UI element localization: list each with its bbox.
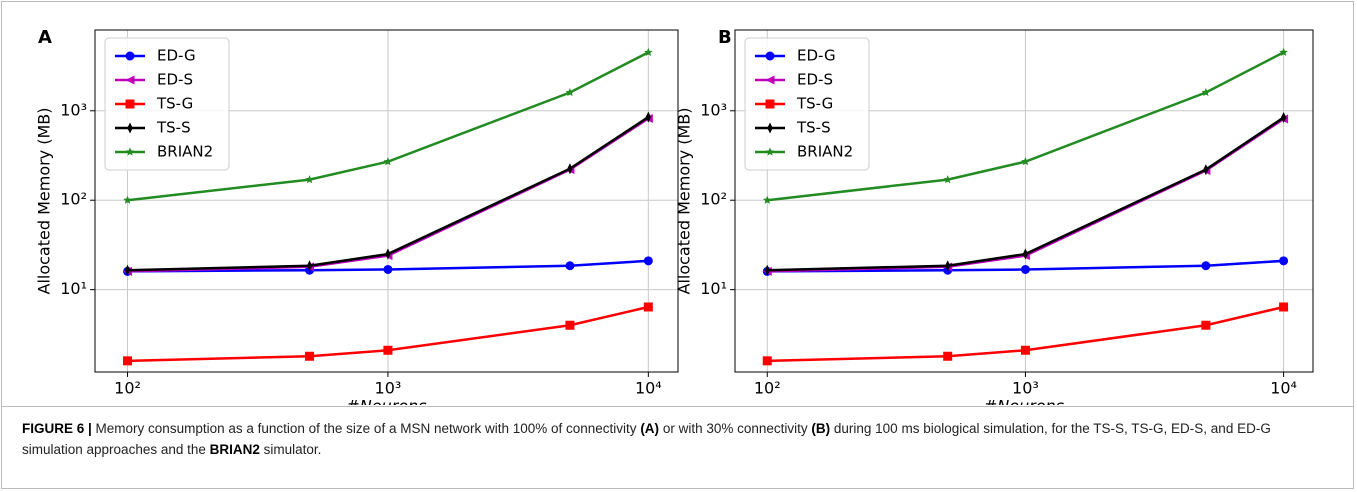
point [1279,302,1289,312]
legend-label: BRIAN2 [797,143,853,161]
point [1280,112,1287,124]
y-tick-label: 10¹ [60,279,87,298]
legend-marker [765,75,775,85]
caption-segment: (B) [811,421,831,436]
point [124,264,131,276]
legend-marker [125,75,135,85]
legend-label: TS-S [156,119,191,137]
point [383,345,393,355]
legend-marker [125,51,135,61]
point [1201,88,1211,97]
plot-frame [734,29,1314,373]
caption-segment: or with 30% connectivity [659,421,812,436]
point [123,356,133,366]
legend-label: BRIAN2 [157,143,213,161]
point [645,111,652,123]
point [945,260,951,272]
y-tick-label: 10¹ [700,279,727,298]
caption-segment: simulator. [259,442,322,457]
y-tick-label: 10² [60,190,87,209]
point [1201,261,1211,271]
caption: FIGURE 6 | Memory consumption as a funct… [22,418,1332,460]
legend-marker [125,99,135,109]
caption-segment: (A) [640,421,660,436]
panel-label: B [718,27,732,48]
point [644,47,653,56]
y-axis-label: Allocated Memory (MB) [35,107,54,294]
point [1279,256,1289,266]
legend-label: ED-G [157,47,196,65]
point [1201,320,1211,330]
point [1279,47,1288,56]
point [762,356,772,366]
legend-box [744,37,870,171]
point [565,261,575,271]
x-tick-label: 10² [754,379,781,398]
y-tick-label: 10² [700,190,727,209]
legend-marker [765,147,775,156]
y-axis-label: Allocated Memory (MB) [675,107,694,294]
point [305,351,315,361]
point [643,256,653,266]
legend-label: TS-G [156,95,193,113]
legend-marker [765,51,775,61]
point [1020,345,1030,355]
x-axis-label: #Neurons [984,397,1064,406]
point [565,88,575,97]
legend-label: TS-S [796,119,831,137]
x-tick-label: 10⁴ [1270,379,1297,398]
point [943,175,952,184]
caption-segment: during 100 ms biological simulation, for… [22,421,1275,457]
point [383,157,393,166]
legend-label: ED-G [797,47,836,65]
point [123,195,132,204]
legend-box [104,37,230,171]
caption-segment: Memory consumption as a function of the … [91,421,641,436]
y-tick-label: 10³ [700,100,727,119]
point [764,264,770,276]
x-axis-label: #Neurons [346,397,426,406]
panel-label: A [38,27,52,48]
point [943,351,953,361]
caption-segment: BRIAN2 [209,442,260,457]
legend-marker [125,147,135,156]
point [1022,248,1029,260]
point [1203,164,1209,176]
legend-label: TS-G [796,95,833,113]
plot-frame [94,29,679,373]
point [306,260,313,272]
point [385,248,391,260]
separator [1,406,1354,407]
x-tick-label: 10² [114,379,141,398]
caption-segment: FIGURE 6 | [22,421,92,436]
x-tick-label: 10³ [375,379,402,398]
point [567,163,573,175]
legend-label: ED-S [157,71,193,89]
point [762,195,772,204]
point [565,320,575,330]
x-tick-label: 10³ [1012,379,1039,398]
point [1021,157,1030,166]
y-tick-label: 10³ [60,100,87,119]
legend-marker [127,122,133,134]
x-tick-label: 10⁴ [635,379,662,398]
point [383,264,393,274]
point [1020,264,1030,274]
legend-marker [767,122,773,134]
legend-label: ED-S [797,71,833,89]
point [305,175,314,184]
point [643,302,653,312]
figure-charts: 10¹ 10² 10³ 10² 10³ 10⁴ ED-G ED-S TS-G TS-S BRIAN2… [35,27,1314,406]
legend-marker [765,99,775,109]
